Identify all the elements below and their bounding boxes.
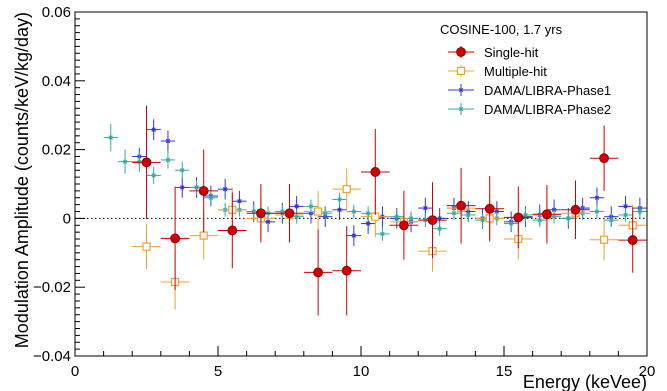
point-marker [371, 167, 380, 176]
point-marker [366, 211, 371, 216]
legend-label: Single-hit [484, 45, 539, 60]
point-marker [151, 173, 156, 178]
point-marker [408, 216, 413, 221]
point-marker [628, 236, 637, 245]
legend-label: DAMA/LIBRA-Phase2 [484, 102, 611, 117]
point-marker [285, 209, 294, 218]
y-tick-label: −0.04 [33, 348, 71, 365]
y-tick-label: −0.02 [33, 279, 71, 296]
point-marker [380, 231, 385, 236]
point-marker [566, 216, 571, 221]
point-marker [165, 138, 170, 143]
point-marker [428, 216, 437, 225]
point-marker [451, 211, 456, 216]
y-tick-label: 0.02 [42, 142, 71, 159]
point-marker [399, 221, 408, 230]
point-marker [208, 195, 213, 200]
point-marker [223, 187, 228, 192]
point-marker [457, 201, 466, 210]
point-marker [394, 214, 399, 219]
legend-marker [458, 87, 463, 92]
legend-label: Multiple-hit [484, 64, 547, 79]
point-marker [143, 243, 150, 250]
legend-marker [457, 48, 466, 57]
legend-label: DAMA/LIBRA-Phase1 [484, 83, 611, 98]
point-marker [108, 135, 113, 140]
point-marker [537, 218, 542, 223]
point-marker [256, 209, 265, 218]
x-tick-label: 10 [353, 363, 370, 380]
y-axis-title: Modulation Amplitude (counts/keV/kg/day) [12, 12, 32, 348]
point-marker [228, 226, 237, 235]
point-marker [200, 232, 207, 239]
point-marker [366, 221, 371, 226]
legend-title: COSINE-100, 1.7 yrs [440, 22, 563, 37]
point-marker [609, 218, 614, 223]
point-marker [423, 205, 428, 210]
point-marker [343, 186, 350, 193]
point-marker [194, 185, 199, 190]
point-marker [337, 207, 342, 212]
x-axis-title: Energy (keVee) [523, 372, 647, 391]
point-marker [542, 210, 551, 219]
point-marker [351, 209, 356, 214]
point-marker [594, 195, 599, 200]
x-tick-label: 5 [214, 363, 222, 380]
y-tick-label: 0 [63, 210, 71, 227]
x-tick-label: 0 [71, 363, 79, 380]
point-marker [523, 212, 528, 217]
point-marker [594, 209, 599, 214]
point-marker [600, 154, 609, 163]
point-marker [601, 236, 608, 243]
point-marker [199, 186, 208, 195]
point-marker [180, 185, 185, 190]
point-marker [142, 158, 151, 167]
point-marker [637, 209, 642, 214]
point-marker [514, 213, 523, 222]
point-marker [165, 157, 170, 162]
legend-marker [458, 106, 463, 111]
y-tick-label: 0.06 [42, 4, 71, 21]
point-marker [180, 168, 185, 173]
point-marker [342, 266, 351, 275]
y-tick-label: 0.04 [42, 73, 71, 90]
x-tick-label: 15 [496, 363, 513, 380]
point-marker [315, 208, 322, 215]
point-marker [509, 221, 514, 226]
point-marker [337, 197, 342, 202]
point-marker [623, 212, 628, 217]
point-marker [314, 268, 323, 277]
point-marker [485, 204, 494, 213]
point-marker [171, 234, 180, 243]
point-marker [466, 212, 471, 217]
legend-marker [458, 68, 465, 75]
point-marker [351, 233, 356, 238]
point-marker [571, 205, 580, 214]
